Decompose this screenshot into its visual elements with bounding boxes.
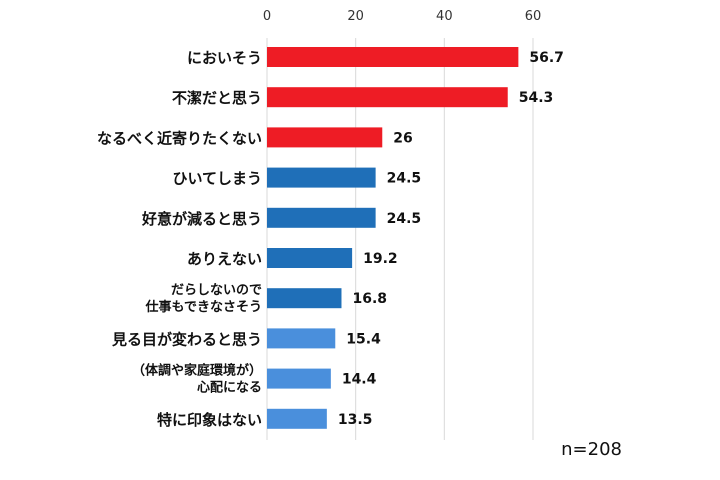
category-label: 仕事もできなさそう	[145, 299, 262, 315]
data-label: 24.5	[387, 211, 422, 227]
bar	[267, 87, 508, 108]
bar	[267, 207, 376, 228]
x-tick-label: 60	[525, 9, 542, 24]
bar	[267, 127, 383, 148]
category-label: 心配になる	[197, 381, 262, 396]
bar	[267, 288, 342, 309]
bar	[267, 408, 327, 429]
category-label: 不潔だと思う	[172, 89, 262, 107]
category-label: においそう	[187, 49, 262, 67]
data-label: 13.5	[338, 412, 373, 428]
data-label: 56.7	[529, 50, 564, 66]
bar	[267, 47, 519, 67]
x-tick-label: 40	[436, 9, 453, 24]
sample-size-note: n=208	[561, 439, 622, 460]
category-label: （体調や家庭環境が）	[132, 363, 262, 379]
bar	[267, 167, 376, 188]
bar	[267, 328, 336, 349]
data-label: 15.4	[346, 331, 381, 347]
category-label: 好意が減ると思う	[141, 210, 262, 228]
data-label: 54.3	[519, 90, 554, 106]
bar	[267, 368, 331, 389]
data-label: 24.5	[387, 171, 422, 187]
bar	[267, 248, 353, 268]
data-label: 19.2	[363, 251, 398, 267]
category-label: ありえない	[187, 250, 262, 268]
category-label: 見る目が変わると思う	[111, 330, 262, 348]
category-label: だらしないので	[171, 283, 262, 298]
category-label: なるべく近寄りたくない	[97, 129, 262, 147]
category-label: ひいてしまう	[172, 170, 262, 188]
x-tick-label: 0	[263, 9, 271, 24]
x-tick-label: 20	[347, 9, 364, 24]
category-label: 特に印象はない	[157, 411, 262, 429]
data-label: 14.4	[342, 372, 377, 388]
data-label: 26	[393, 130, 412, 146]
data-label: 16.8	[352, 291, 387, 307]
